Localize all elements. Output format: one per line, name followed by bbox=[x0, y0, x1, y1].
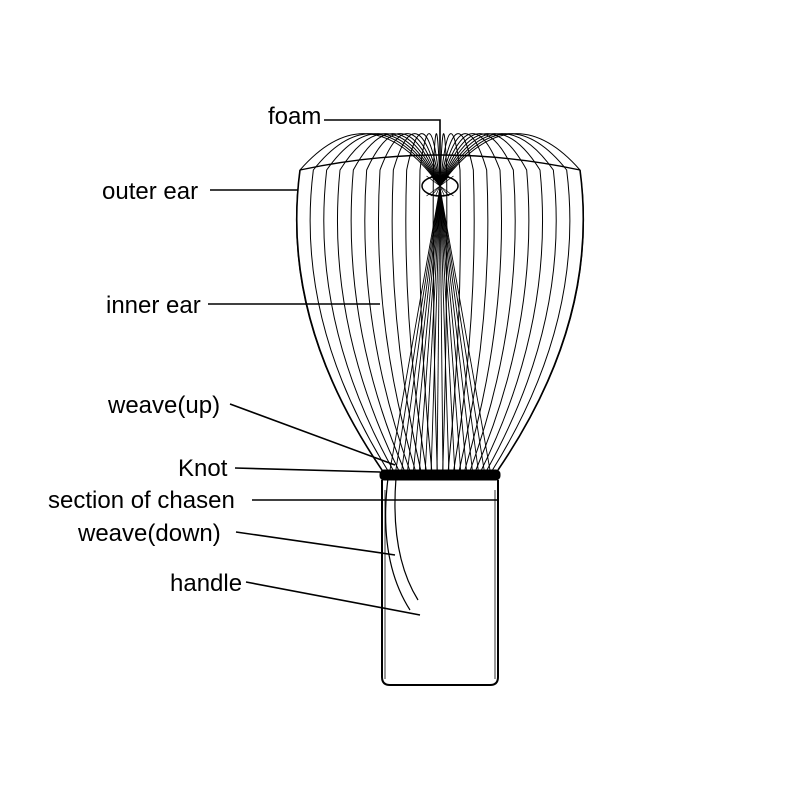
label-weave-down: weave(down) bbox=[78, 520, 221, 548]
label-knot: Knot bbox=[178, 455, 227, 483]
label-outer-ear: outer ear bbox=[102, 178, 198, 206]
label-foam: foam bbox=[268, 103, 321, 131]
label-weave-up: weave(up) bbox=[108, 392, 220, 420]
label-handle: handle bbox=[170, 570, 242, 598]
label-inner-ear: inner ear bbox=[106, 292, 201, 320]
label-section: section of chasen bbox=[48, 487, 235, 515]
